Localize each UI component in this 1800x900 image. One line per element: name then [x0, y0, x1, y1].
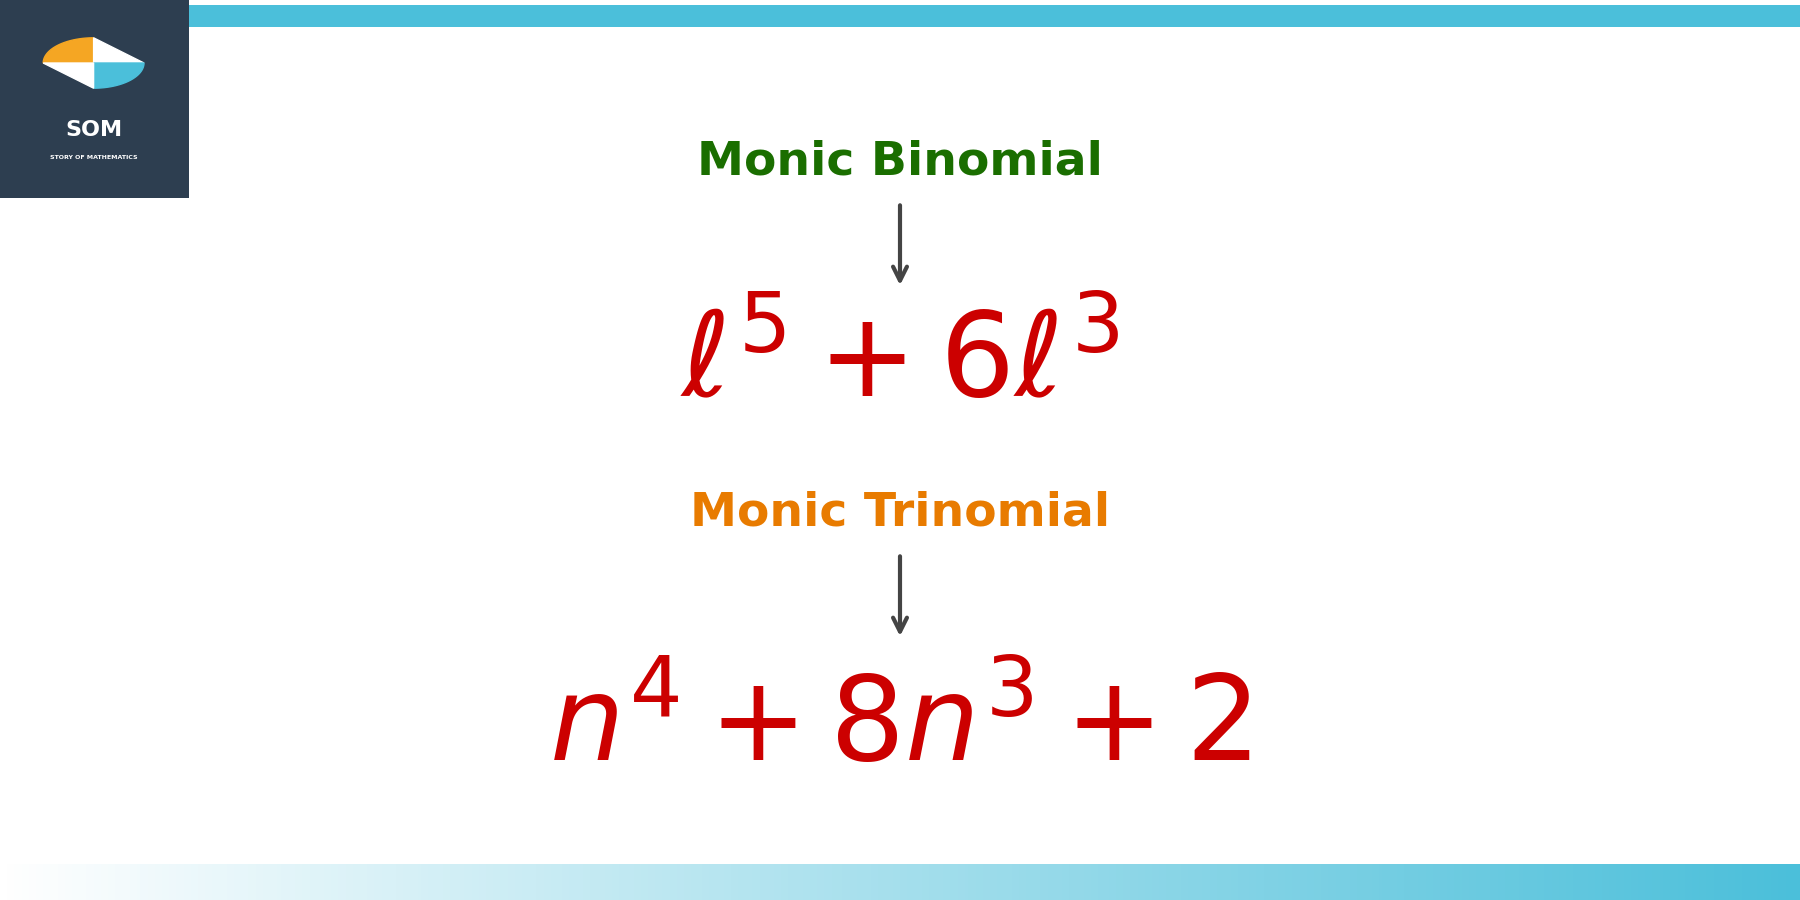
FancyBboxPatch shape: [0, 0, 189, 198]
Polygon shape: [94, 63, 144, 88]
Text: SOM: SOM: [65, 121, 122, 140]
Polygon shape: [43, 63, 94, 88]
FancyBboxPatch shape: [0, 4, 1800, 27]
Text: $n^4 + 8n^3 + 2$: $n^4 + 8n^3 + 2$: [549, 671, 1251, 787]
Text: $\ell^5 + 6\ell^3$: $\ell^5 + 6\ell^3$: [680, 307, 1120, 422]
Polygon shape: [94, 38, 144, 63]
Polygon shape: [43, 38, 94, 63]
Text: STORY OF MATHEMATICS: STORY OF MATHEMATICS: [50, 155, 137, 160]
Text: Monic Binomial: Monic Binomial: [697, 140, 1103, 184]
Text: Monic Trinomial: Monic Trinomial: [689, 491, 1111, 536]
